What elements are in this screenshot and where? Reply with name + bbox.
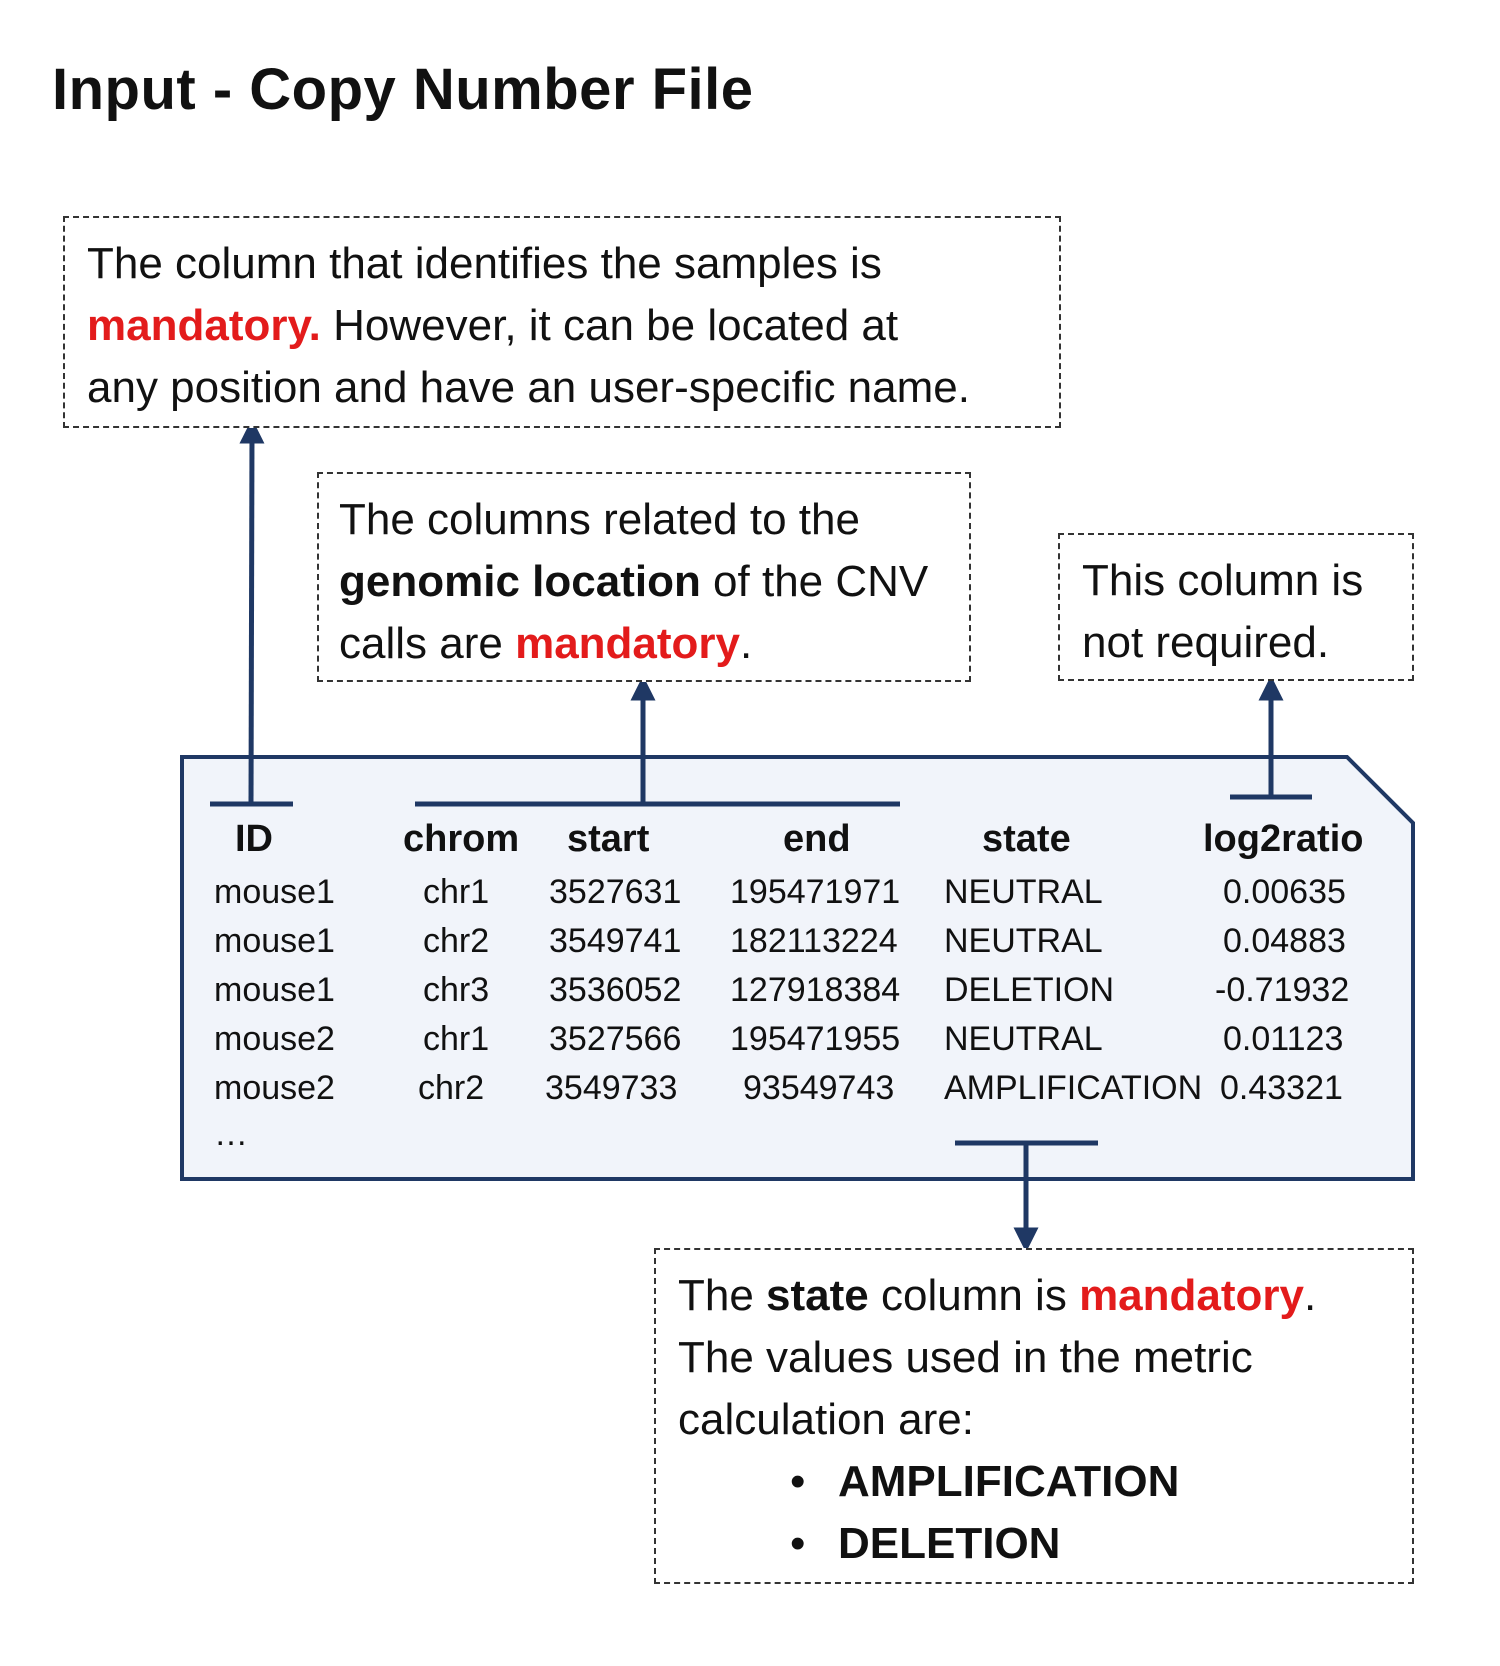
state-values-list: • AMPLIFICATION • DELETION bbox=[678, 1451, 1412, 1575]
header-log2ratio: log2ratio bbox=[1203, 818, 1364, 860]
location-note-line3: calls are bbox=[339, 619, 516, 668]
cell-id: mouse2 bbox=[214, 1020, 335, 1058]
cell-id: mouse1 bbox=[214, 922, 335, 960]
header-state: state bbox=[982, 818, 1071, 860]
header-id: ID bbox=[235, 818, 273, 860]
id-note-line1: The column that identifies the samples i… bbox=[87, 239, 882, 288]
table-ellipsis: … bbox=[214, 1115, 248, 1153]
state-note-line3: calculation are: bbox=[678, 1395, 974, 1444]
cell-log2ratio: 0.04883 bbox=[1223, 922, 1346, 960]
cell-start: 3527631 bbox=[549, 873, 682, 911]
cell-chrom: chr3 bbox=[423, 971, 490, 1009]
location-note-mandatory: mandatory bbox=[515, 619, 741, 668]
state-note-period: . bbox=[1304, 1271, 1317, 1320]
id-note-mandatory: mandatory. bbox=[87, 301, 321, 350]
state-note-line1-mid: column is bbox=[868, 1271, 1080, 1320]
cell-end: 195471955 bbox=[730, 1020, 901, 1058]
cell-log2ratio: 0.00635 bbox=[1223, 873, 1346, 911]
log2ratio-note-line2: not required. bbox=[1082, 618, 1330, 667]
cell-chrom: chr1 bbox=[423, 873, 490, 911]
cell-log2ratio: -0.71932 bbox=[1215, 971, 1350, 1009]
location-note-genomic-location: genomic location bbox=[339, 557, 701, 606]
location-note-period: . bbox=[740, 619, 753, 668]
state-note-mandatory: mandatory bbox=[1079, 1271, 1305, 1320]
cell-id: mouse2 bbox=[214, 1069, 335, 1107]
cell-state: NEUTRAL bbox=[944, 922, 1103, 960]
cell-end: 195471971 bbox=[730, 873, 901, 911]
id-column-note: The column that identifies the samples i… bbox=[63, 216, 1061, 428]
page-title: Input - Copy Number File bbox=[52, 57, 754, 122]
cell-start: 3549733 bbox=[545, 1069, 678, 1107]
cell-state: DELETION bbox=[944, 971, 1115, 1009]
cell-state: AMPLIFICATION bbox=[944, 1069, 1203, 1107]
cell-chrom: chr2 bbox=[418, 1069, 485, 1107]
state-note-state: state bbox=[766, 1271, 869, 1320]
cell-log2ratio: 0.01123 bbox=[1223, 1020, 1344, 1058]
file-shape bbox=[180, 755, 1415, 1181]
cell-end: 182113224 bbox=[730, 922, 898, 960]
state-value-amplification: • AMPLIFICATION bbox=[678, 1451, 1412, 1513]
header-end: end bbox=[783, 818, 851, 860]
bullet-dot-icon: • bbox=[790, 1519, 806, 1568]
state-value-deletion: • DELETION bbox=[678, 1513, 1412, 1575]
state-note-line2: The values used in the metric bbox=[678, 1333, 1253, 1382]
cell-start: 3527566 bbox=[549, 1020, 682, 1058]
id-note-line2: However, it can be located at bbox=[320, 301, 899, 350]
id-note-line3: any position and have an user-specific n… bbox=[87, 363, 970, 412]
header-start: start bbox=[567, 818, 650, 860]
cell-start: 3549741 bbox=[549, 922, 682, 960]
cell-end: 93549743 bbox=[743, 1069, 895, 1107]
cell-state: NEUTRAL bbox=[944, 1020, 1103, 1058]
log2ratio-note: This column is not required. bbox=[1058, 533, 1414, 681]
bullet-dot-icon: • bbox=[790, 1457, 806, 1506]
cell-start: 3536052 bbox=[549, 971, 682, 1009]
location-columns-note: The columns related to the genomic locat… bbox=[317, 472, 971, 682]
header-chrom: chrom bbox=[403, 818, 520, 860]
cell-id: mouse1 bbox=[214, 873, 335, 911]
log2ratio-note-line1: This column is bbox=[1082, 556, 1364, 605]
id-arrow bbox=[239, 418, 265, 805]
cell-state: NEUTRAL bbox=[944, 873, 1103, 911]
location-note-line2: of the CNV bbox=[700, 557, 929, 606]
state-note-line1-pre: The bbox=[678, 1271, 767, 1320]
cell-end: 127918384 bbox=[730, 971, 901, 1009]
cell-chrom: chr2 bbox=[423, 922, 490, 960]
cell-log2ratio: 0.43321 bbox=[1220, 1069, 1343, 1107]
cell-chrom: chr1 bbox=[423, 1020, 490, 1058]
state-column-note: The state column is mandatory. The value… bbox=[654, 1248, 1414, 1584]
location-note-line1: The columns related to the bbox=[339, 495, 860, 544]
cell-id: mouse1 bbox=[214, 971, 335, 1009]
